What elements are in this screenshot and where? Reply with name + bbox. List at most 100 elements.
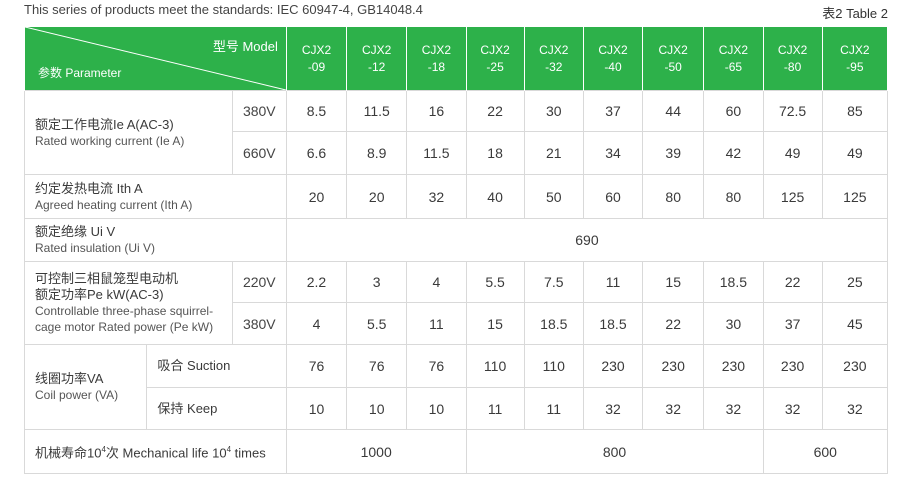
suction-label: 吸合 Suction [146,344,287,388]
value-cell: 34 [582,131,644,175]
value-cell: 10 [285,387,348,430]
value-cell: 230 [642,344,705,388]
value-cell: 60 [582,174,644,219]
model-cjx2-40: CJX2 -40 [582,26,644,91]
value-cell: 11.5 [346,90,408,132]
rated-current-label: 额定工作电流Ie A(AC-3) Rated working current (… [24,90,233,175]
value-cell: 30 [523,90,584,132]
voltage-cell: 660V [231,131,287,175]
value-cell: 4 [285,302,348,345]
value-cell: 32 [582,387,644,430]
value-cell: 49 [821,131,889,175]
value-cell: 18.5 [523,302,584,345]
value-cell: 8.9 [346,131,408,175]
mechanical-life-label: 机械寿命104次 Mechanical life 104 times [24,429,287,474]
value-cell: 37 [582,90,644,132]
header-corner: 型号 Model 参数 Parameter [24,26,287,91]
value-cell: 32 [762,387,823,430]
table-row: 额定工作电流Ie A(AC-3) Rated working current (… [24,90,889,175]
model-cjx2-12: CJX2 -12 [346,26,408,91]
model-cjx2-65: CJX2 -65 [703,26,764,91]
value-cell: 72.5 [762,90,823,132]
model-cjx2-80: CJX2 -80 [762,26,823,91]
value-cell: 11.5 [406,131,467,175]
value-cell: 25 [821,261,889,303]
value-cell: 125 [762,174,823,219]
value-cell: 11 [582,261,644,303]
value-cell: 125 [821,174,889,219]
table-row: 可控制三相鼠笼型电动机 额定功率Pe kW(AC-3) Controllable… [24,261,889,345]
model-cjx2-25: CJX2 -25 [465,26,525,91]
heating-current-label: 约定发热电流 Ith A Agreed heating current (Ith… [24,174,287,219]
value-cell: 40 [465,174,525,219]
value-cell: 32 [642,387,705,430]
value-cell: 18.5 [703,261,764,303]
value-cell: 110 [465,344,525,388]
mechanical-life-value: 800 [465,429,764,474]
model-cjx2-50: CJX2 -50 [642,26,705,91]
value-cell: 18 [465,131,525,175]
value-cell: 22 [762,261,823,303]
value-cell: 230 [703,344,764,388]
table-row: 660V 6.6 8.9 11.5 18 21 34 39 42 49 49 [25,131,889,175]
value-cell: 85 [821,90,889,132]
value-cell: 22 [465,90,525,132]
table-row: 机械寿命104次 Mechanical life 104 times 1000 … [24,429,888,474]
value-cell: 6.6 [285,131,348,175]
value-cell: 15 [642,261,705,303]
model-cjx2-09: CJX2 -09 [285,26,348,91]
value-cell: 22 [642,302,705,345]
value-cell: 3 [346,261,408,303]
value-cell: 76 [346,344,408,388]
model-cjx2-32: CJX2 -32 [523,26,584,91]
value-cell: 80 [642,174,705,219]
value-cell: 5.5 [465,261,525,303]
value-cell: 32 [406,174,467,219]
value-cell: 11 [465,387,525,430]
value-cell: 18.5 [582,302,644,345]
header-row: 型号 Model 参数 Parameter CJX2 -09 CJX2 -12 CJ… [24,26,889,91]
value-cell: 110 [523,344,584,388]
table-row: 约定发热电流 Ith A Agreed heating current (Ith… [24,174,889,219]
keep-label: 保持 Keep [146,387,287,430]
spec-table: 型号 Model 参数 Parameter CJX2 -09 CJX2 -12 CJ… [23,26,889,474]
value-cell: 7.5 [523,261,584,303]
value-cell: 76 [285,344,348,388]
value-cell: 8.5 [285,90,348,132]
value-cell: 44 [642,90,705,132]
voltage-cell: 220V [231,261,287,303]
value-cell: 49 [762,131,823,175]
value-cell: 20 [346,174,408,219]
value-cell: 10 [346,387,408,430]
value-cell: 50 [523,174,584,219]
value-cell: 30 [703,302,764,345]
value-cell: 80 [703,174,764,219]
motor-power-label: 可控制三相鼠笼型电动机 额定功率Pe kW(AC-3) Controllable… [24,261,233,345]
table-row: 保持 Keep 10 10 10 11 11 32 32 32 32 32 [25,387,889,430]
standards-note: This series of products meet the standar… [24,2,423,17]
table-row: 380V 4 5.5 11 15 18.5 18.5 22 30 37 45 [25,302,889,345]
table-row: 线圈功率VA Coil power (VA) 吸合 Suction 76 76 … [23,344,889,430]
value-cell: 60 [703,90,764,132]
value-cell: 5.5 [346,302,408,345]
parameter-label: 参数 Parameter [38,66,122,80]
diagonal-line-icon [25,27,286,90]
value-cell: 11 [406,302,467,345]
insulation-value: 690 [285,218,889,262]
value-cell: 32 [821,387,889,430]
voltage-cell: 380V [231,302,287,345]
value-cell: 230 [821,344,889,388]
value-cell: 230 [582,344,644,388]
table-number: 表2 Table 2 [822,6,888,21]
value-cell: 32 [703,387,764,430]
value-cell: 16 [406,90,467,132]
coil-power-label: 线圈功率VA Coil power (VA) [23,344,148,430]
value-cell: 230 [762,344,823,388]
value-cell: 11 [523,387,584,430]
value-cell: 45 [821,302,889,345]
value-cell: 39 [642,131,705,175]
value-cell: 42 [703,131,764,175]
mechanical-life-value: 600 [762,429,888,474]
value-cell: 4 [406,261,467,303]
table-row: 额定绝缘 Ui V Rated insulation (Ui V) 690 [24,218,889,262]
